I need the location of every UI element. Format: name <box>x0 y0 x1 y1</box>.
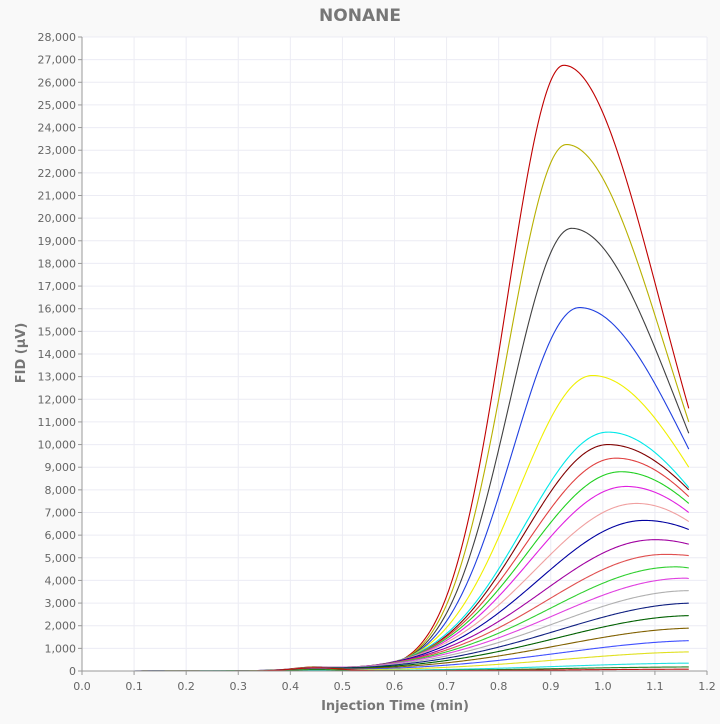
y-tick-label: 16,000 <box>38 303 77 316</box>
y-tick-label: 3,000 <box>45 597 77 610</box>
y-axis-label: FID (µV) <box>14 323 29 384</box>
x-axis-label: Injection Time (min) <box>321 699 469 714</box>
y-tick-label: 1,000 <box>45 642 77 655</box>
x-tick-label: 0.9 <box>542 680 560 693</box>
y-tick-label: 5,000 <box>45 552 77 565</box>
grid-lines <box>81 36 708 672</box>
y-tick-label: 12,000 <box>38 393 77 406</box>
x-tick-label: 1.1 <box>646 680 664 693</box>
x-tick-label: 0.7 <box>438 680 456 693</box>
y-tick-label: 27,000 <box>38 54 77 67</box>
y-tick-label: 0 <box>69 665 76 678</box>
x-tick-label: 0.5 <box>334 680 352 693</box>
y-tick-label: 8,000 <box>45 484 77 497</box>
y-tick-label: 18,000 <box>38 257 77 270</box>
axes: 0.0 0.1 0.2 0.3 0.4 0.5 0.6 0.7 0.8 0.9 1.0 1.1 1.2 0… <box>38 31 716 693</box>
y-tick-label: 4,000 <box>45 574 77 587</box>
x-tick-label: 0.8 <box>490 680 508 693</box>
y-tick-label: 23,000 <box>38 144 77 157</box>
x-tick-label: 0.3 <box>230 680 248 693</box>
y-tick-label: 21,000 <box>38 190 77 203</box>
y-tick-label: 13,000 <box>38 371 77 384</box>
y-tick-label: 15,000 <box>38 325 77 338</box>
y-tick-label: 26,000 <box>38 76 77 89</box>
y-tick-label: 14,000 <box>38 348 77 361</box>
y-tick-label: 17,000 <box>38 280 77 293</box>
y-tick-label: 20,000 <box>38 212 77 225</box>
y-tick-label: 11,000 <box>38 416 77 429</box>
y-tick-label: 6,000 <box>45 529 77 542</box>
x-tick-label: 1.0 <box>594 680 612 693</box>
y-tick-label: 9,000 <box>45 461 77 474</box>
x-tick-label: 0.0 <box>73 680 91 693</box>
y-tick-label: 7,000 <box>45 507 77 520</box>
x-tick-label: 0.2 <box>177 680 195 693</box>
x-tick-label: 0.1 <box>125 680 143 693</box>
y-tick-label: 10,000 <box>38 439 77 452</box>
x-tick-label: 1.2 <box>698 680 716 693</box>
x-tick-label: 0.6 <box>386 680 404 693</box>
y-tick-label: 28,000 <box>38 31 77 44</box>
y-tick-label: 25,000 <box>38 99 77 112</box>
chart-title: NONANE <box>319 6 401 26</box>
y-tick-label: 24,000 <box>38 122 77 135</box>
y-tick-label: 19,000 <box>38 235 77 248</box>
x-tick-label: 0.4 <box>282 680 300 693</box>
y-tick-label: 22,000 <box>38 167 77 180</box>
y-tick-label: 2,000 <box>45 620 77 633</box>
